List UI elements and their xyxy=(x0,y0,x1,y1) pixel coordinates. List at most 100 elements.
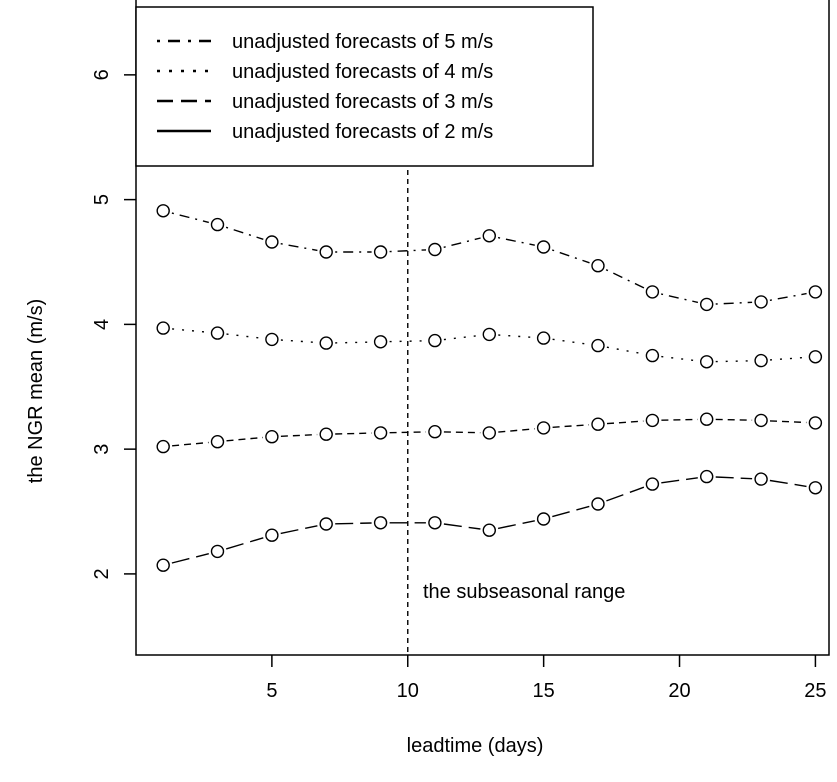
series-1-segment xyxy=(171,212,209,224)
series-3-point xyxy=(265,430,279,444)
series-1-point xyxy=(265,235,279,249)
x-tick-label: 5 xyxy=(266,680,277,702)
series-2-point xyxy=(210,326,225,340)
series-1-point xyxy=(591,259,605,273)
series-1-point xyxy=(536,240,551,254)
y-axis-label: the NGR mean (m/s) xyxy=(25,299,47,483)
series-4-point xyxy=(754,472,768,486)
series-3-point xyxy=(536,421,551,435)
x-tick-label: 15 xyxy=(533,680,555,702)
series-2-point xyxy=(754,353,768,368)
series-2-segment xyxy=(715,360,753,363)
series-4-segment xyxy=(171,553,209,564)
series-3-point xyxy=(700,412,714,426)
series-3-segment xyxy=(606,420,644,425)
series-2-segment xyxy=(552,338,590,346)
series-3-point xyxy=(808,416,823,430)
series-4-segment xyxy=(606,486,645,502)
y-tick-label: 3 xyxy=(91,444,113,455)
series-4-segment xyxy=(769,479,807,488)
series-layer xyxy=(171,170,807,655)
series-4-segment xyxy=(552,505,590,518)
series-4-point xyxy=(700,469,714,484)
series-1-point xyxy=(319,245,333,259)
series-4-point xyxy=(428,516,442,530)
series-2-point xyxy=(700,355,714,369)
series-3-segment xyxy=(335,432,372,435)
series-3-segment xyxy=(443,431,481,434)
series-1-point xyxy=(754,295,768,309)
series-2-segment xyxy=(280,339,318,344)
series-3-point xyxy=(319,427,333,441)
series-3-point xyxy=(428,425,442,439)
series-2-point xyxy=(373,335,388,349)
series-1-point xyxy=(210,217,225,232)
y-tick-label: 4 xyxy=(91,319,113,330)
series-3-segment xyxy=(552,424,590,428)
series-3-point xyxy=(210,435,225,449)
series-1-segment xyxy=(280,243,318,252)
series-2-segment xyxy=(769,356,807,361)
series-4-point xyxy=(808,481,823,495)
series-1-point xyxy=(373,245,388,259)
series-4-point xyxy=(536,512,551,526)
series-2-point xyxy=(319,336,333,350)
series-3-segment xyxy=(661,418,698,421)
series-2-segment xyxy=(335,341,372,344)
series-4-point xyxy=(319,517,333,531)
y-tick-label: 6 xyxy=(91,69,113,80)
series-3-point xyxy=(754,413,768,428)
series-2-segment xyxy=(606,346,644,355)
series-3-point xyxy=(156,439,170,454)
series-3-point xyxy=(591,417,605,431)
x-tick-label: 20 xyxy=(668,680,690,702)
series-4-segment xyxy=(335,522,372,525)
series-1-point xyxy=(645,285,660,299)
series-3-segment xyxy=(715,418,753,421)
x-axis-label: leadtime (days) xyxy=(407,735,544,757)
series-1-point xyxy=(428,242,442,257)
series-3-segment xyxy=(769,420,807,424)
series-3-segment xyxy=(172,441,209,447)
series-1-segment xyxy=(660,293,699,304)
series-1-segment xyxy=(769,292,807,301)
legend-entry-label: unadjusted forecasts of 4 m/s xyxy=(232,61,493,83)
series-2-point xyxy=(265,332,279,347)
series-1-segment xyxy=(605,269,645,289)
series-1-point xyxy=(482,229,496,243)
series-4-point xyxy=(265,528,279,542)
series-3-segment xyxy=(498,428,535,433)
legend-entry-label: unadjusted forecasts of 2 m/s xyxy=(232,121,493,143)
series-2-point xyxy=(808,350,823,364)
series-3-segment xyxy=(226,436,263,442)
series-1-segment xyxy=(715,301,753,305)
series-1-point xyxy=(156,204,170,218)
series-2-point xyxy=(536,331,551,345)
series-2-segment xyxy=(498,334,535,339)
series-2-point xyxy=(645,348,660,363)
legend-box xyxy=(135,6,594,167)
series-2-segment xyxy=(443,334,481,341)
series-4-segment xyxy=(661,477,698,484)
series-4-point xyxy=(373,516,388,530)
series-2-point xyxy=(156,321,170,335)
series-4-point xyxy=(210,544,225,559)
legend-entry-label: unadjusted forecasts of 3 m/s xyxy=(232,91,493,113)
series-4-point xyxy=(591,497,605,511)
series-2-point xyxy=(482,327,496,342)
series-2-point xyxy=(428,333,442,348)
series-2-segment xyxy=(172,328,209,333)
series-3-point xyxy=(482,426,496,440)
plot-area-frame xyxy=(135,0,830,656)
series-2-segment xyxy=(226,333,263,339)
x-tick-label: 10 xyxy=(397,680,419,702)
y-tick-label: 5 xyxy=(91,194,113,205)
series-4-point xyxy=(156,558,170,572)
series-4-point xyxy=(482,523,496,537)
series-4-segment xyxy=(443,523,481,530)
series-3-segment xyxy=(280,433,318,437)
series-1-segment xyxy=(443,237,481,248)
subseasonal-range-annotation: the subseasonal range xyxy=(423,581,625,603)
series-4-segment xyxy=(497,520,535,530)
